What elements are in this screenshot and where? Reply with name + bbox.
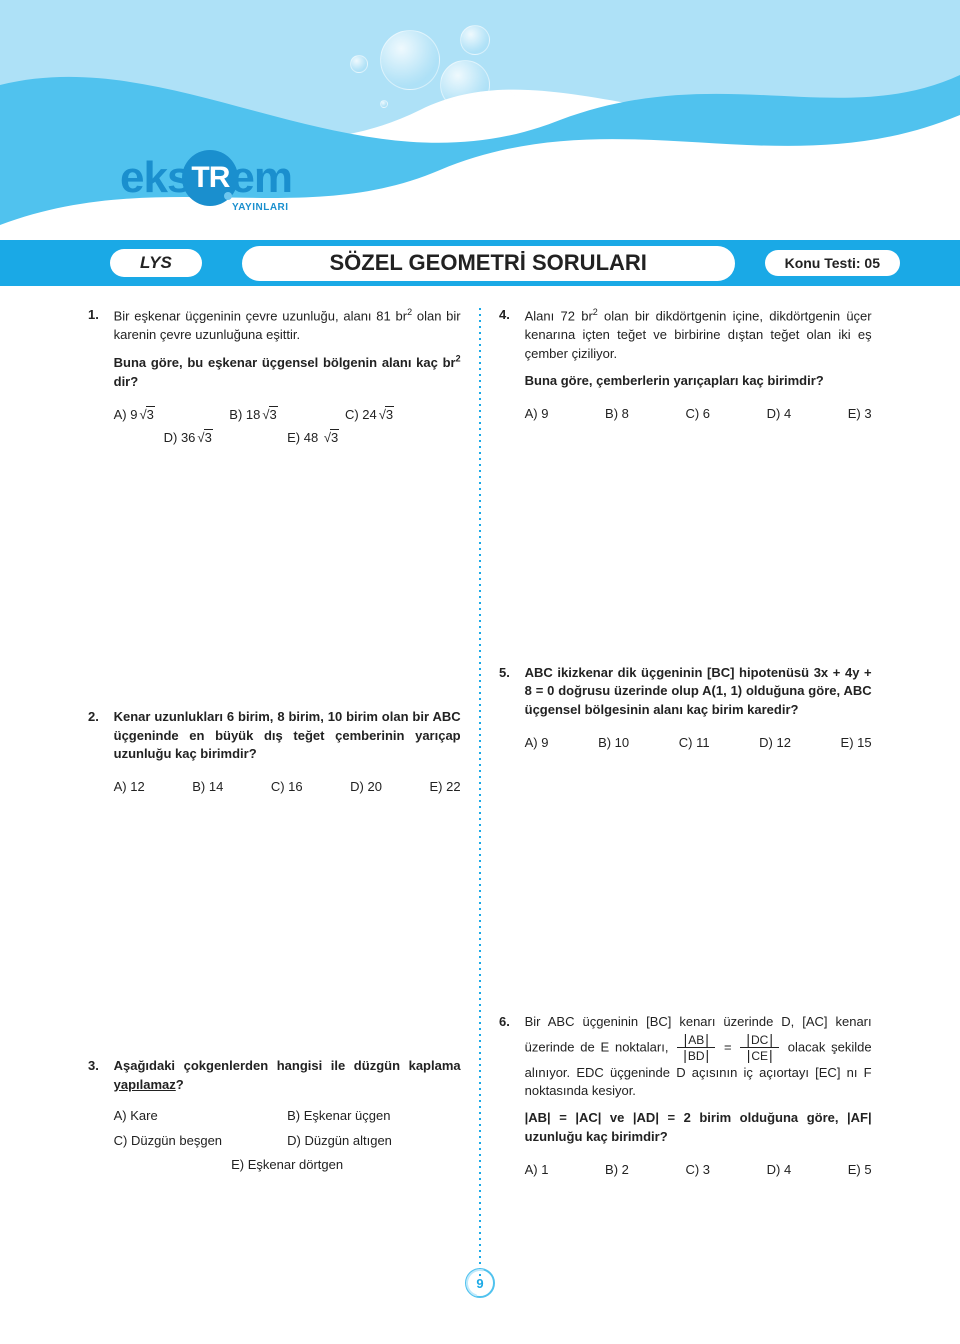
brand-logo: eks TR em <box>120 150 292 206</box>
options: A) 9 B) 8 C) 6 D) 4 E) 3 <box>525 405 872 424</box>
bubble-icon <box>440 60 490 110</box>
brand-sub: YAYINLARI <box>232 202 289 213</box>
option-e: E) Eşkenar dörtgen <box>231 1157 343 1172</box>
options: A) Kare B) Eşkenar üçgen C) Düzgün beşge… <box>114 1107 461 1176</box>
options: A) 93 B) 183 C) 243 D) 363 E) 48 3 <box>114 406 461 448</box>
konu-tab: Konu Testi: 05 <box>765 250 900 276</box>
q-num: 4. <box>499 306 521 325</box>
option-a: A) 9 <box>525 734 549 753</box>
option-a: A) 9 <box>525 405 549 424</box>
option-a: A) 12 <box>114 778 145 797</box>
question-3: 3. Aşağıdaki çokgenlerden hangisi ile dü… <box>88 1057 461 1175</box>
q-num: 5. <box>499 664 521 683</box>
option-c: C) 6 <box>685 405 710 424</box>
lys-tab: LYS <box>110 249 202 277</box>
page-title: SÖZEL GEOMETRİ SORULARI <box>242 246 735 281</box>
options: A) 12 B) 14 C) 16 D) 20 E) 22 <box>114 778 461 797</box>
question-1: 1. Bir eşkenar üçgeninin çevre uzunluğu,… <box>88 306 461 448</box>
right-column: 4. Alanı 72 br2 olan bir dikdörtgenin iç… <box>481 306 890 1276</box>
brand-badge: TR <box>182 150 238 206</box>
fraction: AB BD <box>677 1032 715 1064</box>
option-e: E) 3 <box>848 405 872 424</box>
bubble-icon <box>350 55 368 73</box>
q-body: Bir ABC üçgeninin [BC] kenarı üzerinde D… <box>525 1013 872 1180</box>
q-body: Aşağıdaki çokgenlerden hangisi ile düzgü… <box>114 1057 461 1175</box>
option-c: C) 243 <box>345 406 461 425</box>
option-e: E) 5 <box>848 1161 872 1180</box>
option-b: B) Eşkenar üçgen <box>287 1107 461 1126</box>
q-num: 2. <box>88 708 110 727</box>
option-e: E) 48 3 <box>287 429 411 448</box>
option-c: C) 16 <box>271 778 303 797</box>
option-a: A) Kare <box>114 1107 288 1126</box>
bubbles <box>0 0 960 120</box>
option-b: B) 2 <box>605 1161 629 1180</box>
question-5: 5. ABC ikizkenar dik üçgeninin [BC] hipo… <box>499 664 872 753</box>
option-c: C) 11 <box>679 734 710 753</box>
q-num: 6. <box>499 1013 521 1032</box>
option-d: D) 4 <box>767 1161 792 1180</box>
question-4: 4. Alanı 72 br2 olan bir dikdörtgenin iç… <box>499 306 872 424</box>
content: 1. Bir eşkenar üçgeninin çevre uzunluğu,… <box>0 286 960 1286</box>
bubble-icon <box>380 100 388 108</box>
option-a: A) 1 <box>525 1161 549 1180</box>
q-body: Bir eşkenar üçgeninin çevre uzunluğu, al… <box>114 306 461 448</box>
q-body: ABC ikizkenar dik üçgeninin [BC] hipoten… <box>525 664 872 753</box>
option-e: E) 15 <box>841 734 872 753</box>
bubble-icon <box>380 30 440 90</box>
left-column: 1. Bir eşkenar üçgeninin çevre uzunluğu,… <box>70 306 479 1276</box>
option-d: D) 363 <box>164 429 288 448</box>
q-num: 1. <box>88 306 110 325</box>
option-b: B) 8 <box>605 405 629 424</box>
brand-left: eks <box>120 153 190 203</box>
option-c: C) Düzgün beşgen <box>114 1132 288 1151</box>
question-2: 2. Kenar uzunlukları 6 birim, 8 birim, 1… <box>88 708 461 797</box>
option-d: D) 20 <box>350 778 382 797</box>
options: A) 1 B) 2 C) 3 D) 4 E) 5 <box>525 1161 872 1180</box>
option-b: B) 14 <box>192 778 223 797</box>
option-d: D) 4 <box>767 405 792 424</box>
option-b: B) 183 <box>229 406 345 425</box>
option-c: C) 3 <box>685 1161 710 1180</box>
option-a: A) 93 <box>114 406 230 425</box>
option-b: B) 10 <box>598 734 629 753</box>
q-body: Alanı 72 br2 olan bir dikdörtgenin içine… <box>525 306 872 424</box>
question-6: 6. Bir ABC üçgeninin [BC] kenarı üzerind… <box>499 1013 872 1180</box>
brand-right: em <box>230 153 292 203</box>
page-number: 9 <box>465 1268 495 1298</box>
option-d: D) 12 <box>759 734 791 753</box>
fraction: DC CE <box>740 1032 779 1064</box>
q-num: 3. <box>88 1057 110 1076</box>
option-d: D) Düzgün altıgen <box>287 1132 461 1151</box>
bubble-icon <box>505 90 517 102</box>
option-e: E) 22 <box>430 778 461 797</box>
header-wave: eks TR em YAYINLARI <box>0 0 960 240</box>
q-body: Kenar uzunlukları 6 birim, 8 birim, 10 b… <box>114 708 461 797</box>
options: A) 9 B) 10 C) 11 D) 12 E) 15 <box>525 734 872 753</box>
bubble-icon <box>460 25 490 55</box>
title-bar: LYS SÖZEL GEOMETRİ SORULARI Konu Testi: … <box>0 240 960 286</box>
